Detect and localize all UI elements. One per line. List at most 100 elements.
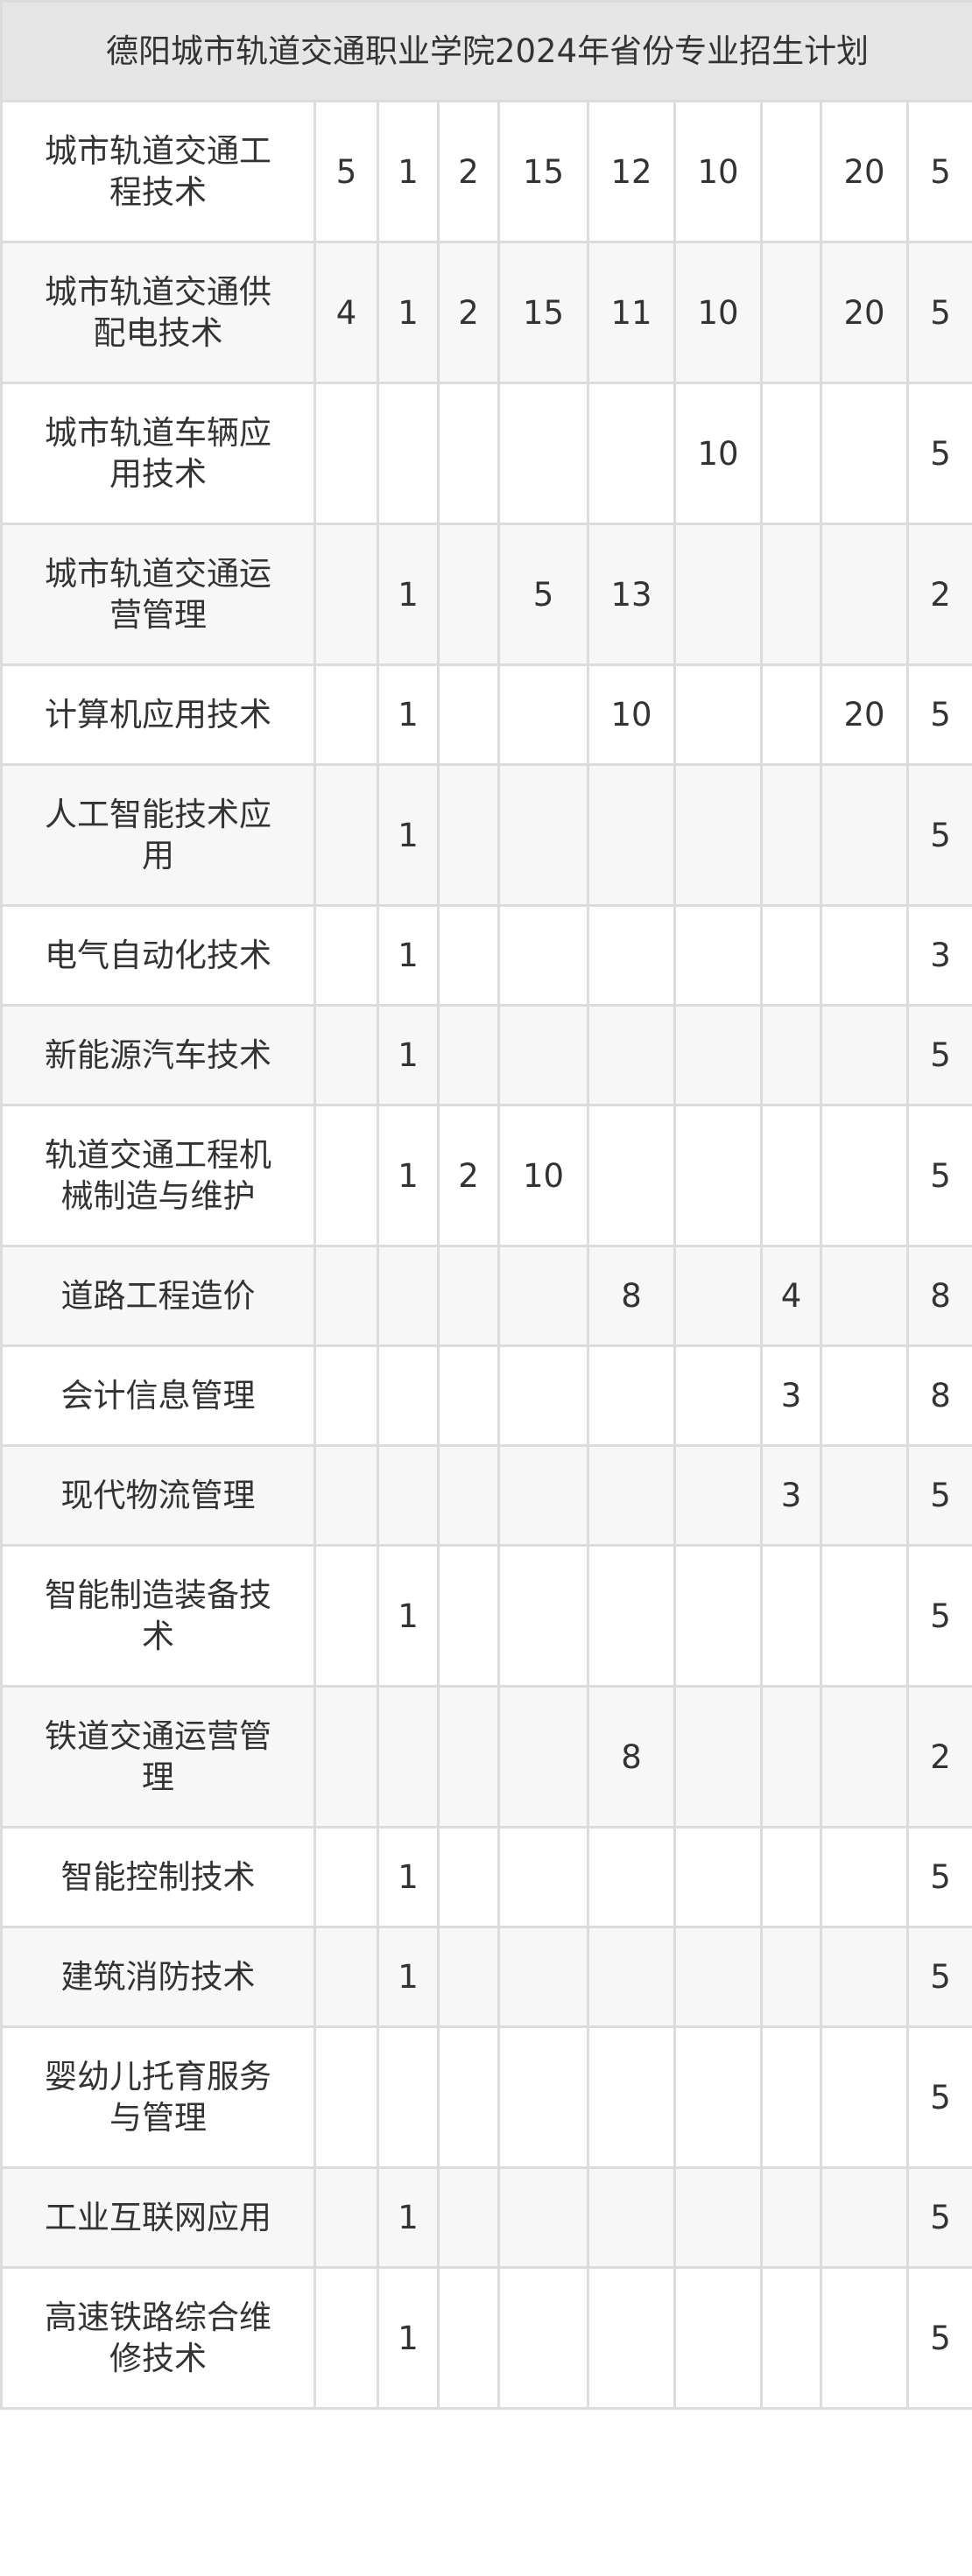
quota-cell (673, 1444, 763, 1547)
quota-cell (820, 2025, 909, 2169)
quota-cell (437, 1826, 500, 1928)
quota-cell: 13 (587, 523, 676, 666)
quota-cell (497, 663, 589, 766)
quota-cell (313, 663, 379, 766)
quota-cell: 5 (905, 1004, 972, 1106)
quota-cell: 5 (905, 1104, 972, 1247)
quota-cell (820, 1004, 909, 1106)
quota-cell (313, 2025, 379, 2169)
quota-cell: 1 (377, 763, 440, 907)
quota-cell (377, 1685, 440, 1828)
quota-cell (673, 663, 763, 766)
quota-cell (437, 2166, 500, 2269)
quota-cell: 2 (437, 241, 500, 384)
major-name-cell: 智能控制技术 (0, 1826, 316, 1928)
quota-cell (313, 1544, 379, 1688)
quota-cell (437, 1685, 500, 1828)
quota-cell (587, 2166, 676, 2269)
quota-cell: 4 (313, 241, 379, 384)
quota-cell: 10 (673, 382, 763, 525)
quota-cell: 4 (760, 1245, 822, 1347)
quota-cell (673, 1926, 763, 2028)
quota-cell (497, 2166, 589, 2269)
quota-cell: 15 (497, 100, 589, 243)
quota-cell (760, 100, 822, 243)
quota-cell (497, 904, 589, 1007)
quota-cell (760, 2166, 822, 2269)
quota-cell (820, 1544, 909, 1688)
quota-cell (313, 763, 379, 907)
major-name-cell: 建筑消防技术 (0, 1926, 316, 2028)
quota-cell: 11 (587, 241, 676, 384)
quota-cell: 1 (377, 523, 440, 666)
quota-cell (673, 1544, 763, 1688)
table-row: 城市轨道交通运营管理 1 5 13 2 (0, 523, 972, 666)
quota-cell: 1 (377, 663, 440, 766)
quota-cell (673, 2266, 763, 2410)
table-row: 人工智能技术应用 1 5 (0, 763, 972, 907)
quota-cell (587, 1826, 676, 1928)
quota-cell: 10 (497, 1104, 589, 1247)
quota-cell: 5 (905, 100, 972, 243)
quota-cell (497, 2025, 589, 2169)
quota-cell (760, 1544, 822, 1688)
major-name-cell: 高速铁路综合维修技术 (0, 2266, 316, 2410)
quota-cell (820, 1104, 909, 1247)
table-header-row: 德阳城市轨道交通职业学院2024年省份专业招生计划 (0, 0, 972, 102)
table-row: 城市轨道车辆应用技术 10 5 (0, 382, 972, 525)
quota-cell (673, 1826, 763, 1928)
quota-cell (820, 382, 909, 525)
quota-cell (377, 2025, 440, 2169)
quota-cell (760, 1926, 822, 2028)
quota-cell (587, 1926, 676, 2028)
table-row: 智能制造装备技术 1 5 (0, 1544, 972, 1688)
quota-cell (820, 1826, 909, 1928)
major-name-cell: 城市轨道交通供配电技术 (0, 241, 316, 384)
quota-cell: 1 (377, 2266, 440, 2410)
quota-cell: 20 (820, 100, 909, 243)
quota-cell (760, 1004, 822, 1106)
quota-cell (313, 1245, 379, 1347)
major-name-cell: 铁道交通运营管理 (0, 1685, 316, 1828)
quota-cell: 8 (587, 1245, 676, 1347)
major-name-cell: 智能制造装备技术 (0, 1544, 316, 1688)
quota-cell (587, 2025, 676, 2169)
quota-cell: 1 (377, 241, 440, 384)
major-name-cell: 婴幼儿托育服务与管理 (0, 2025, 316, 2169)
quota-cell (760, 1685, 822, 1828)
table-row: 现代物流管理 3 5 (0, 1444, 972, 1547)
quota-cell (437, 663, 500, 766)
quota-cell (313, 1926, 379, 2028)
major-name-cell: 会计信息管理 (0, 1344, 316, 1447)
quota-cell: 10 (673, 100, 763, 243)
quota-cell: 5 (905, 763, 972, 907)
major-name-cell: 计算机应用技术 (0, 663, 316, 766)
table-title: 德阳城市轨道交通职业学院2024年省份专业招生计划 (0, 0, 972, 102)
quota-cell (313, 1344, 379, 1447)
quota-cell (760, 2266, 822, 2410)
quota-cell (497, 1245, 589, 1347)
quota-cell (760, 523, 822, 666)
quota-cell (587, 1004, 676, 1106)
quota-cell (760, 904, 822, 1007)
quota-cell (760, 241, 822, 384)
quota-cell: 2 (437, 100, 500, 243)
quota-cell (760, 2025, 822, 2169)
quota-cell: 5 (905, 1444, 972, 1547)
quota-cell (820, 1444, 909, 1547)
quota-cell (673, 1344, 763, 1447)
quota-cell (760, 382, 822, 525)
quota-cell (587, 904, 676, 1007)
quota-cell (497, 2266, 589, 2410)
quota-cell: 8 (587, 1685, 676, 1828)
quota-cell (587, 2266, 676, 2410)
table-row: 城市轨道交通供配电技术 4 1 2 15 11 10 20 5 (0, 241, 972, 384)
quota-cell: 5 (905, 382, 972, 525)
quota-cell (313, 382, 379, 525)
quota-cell (673, 1685, 763, 1828)
quota-cell (820, 2166, 909, 2269)
quota-cell (587, 763, 676, 907)
quota-cell (313, 1826, 379, 1928)
table-row: 铁道交通运营管理 8 2 (0, 1685, 972, 1828)
quota-cell (313, 1104, 379, 1247)
